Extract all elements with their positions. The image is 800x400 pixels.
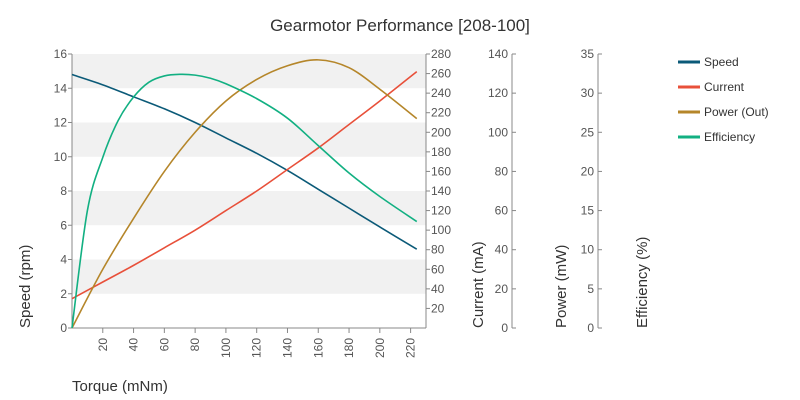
power-tick-label: 80 [495, 164, 509, 178]
efficiency-series-line [71, 73, 418, 329]
current-tick-label: 100 [431, 223, 451, 237]
efficiency-tick-label: 20 [581, 164, 595, 178]
power-tick-label: 60 [495, 204, 509, 218]
current-tick-label: 140 [431, 184, 451, 198]
legend-label-efficiency: Efficiency [704, 130, 755, 144]
legend: Speed Current Power (Out) Efficiency [678, 55, 769, 144]
current-tick-label: 40 [431, 282, 445, 296]
x-tick-label: 60 [157, 338, 171, 352]
current-tick-label: 60 [431, 262, 445, 276]
grid-band [72, 54, 426, 89]
x-tick-label: 80 [188, 338, 202, 352]
current-tick-label: 180 [431, 145, 451, 159]
current-tick-label: 120 [431, 204, 451, 218]
chart-title: Gearmotor Performance [208-100] [270, 16, 530, 35]
power-tick-label: 40 [495, 243, 509, 257]
grid-band [72, 122, 426, 157]
power-axis-title: Power (mW) [553, 245, 570, 328]
x-tick-label: 200 [373, 338, 387, 358]
legend-label-power-out: Power (Out) [704, 105, 769, 119]
x-tick-label: 120 [250, 338, 264, 358]
speed-tick-label: 12 [54, 116, 68, 130]
current-tick-label: 240 [431, 86, 451, 100]
x-tick-label: 100 [219, 338, 233, 358]
x-tick-label: 140 [280, 338, 294, 358]
speed-tick-label: 0 [60, 321, 67, 335]
current-axis-title: Current (mA) [470, 241, 487, 328]
legend-label-speed: Speed [704, 55, 739, 69]
efficiency-tick-label: 30 [581, 86, 595, 100]
efficiency-tick-label: 5 [587, 282, 594, 296]
current-tick-label: 260 [431, 67, 451, 81]
legend-label-current: Current [704, 80, 745, 94]
efficiency-tick-label: 15 [581, 204, 595, 218]
current-tick-label: 80 [431, 243, 445, 257]
grid-bands [72, 54, 426, 294]
x-tick-label: 20 [96, 338, 110, 352]
current-tick-label: 20 [431, 301, 445, 315]
efficiency-tick-label: 35 [581, 47, 595, 61]
power-tick-label: 20 [495, 282, 509, 296]
speed-tick-label: 4 [60, 253, 67, 267]
grid-band [72, 259, 426, 294]
current-tick-label: 280 [431, 47, 451, 61]
current-series-line [71, 70, 418, 300]
speed-tick-label: 2 [60, 287, 67, 301]
power-tick-label: 100 [488, 125, 508, 139]
power-tick-label: 120 [488, 86, 508, 100]
speed-tick-label: 10 [54, 150, 68, 164]
power-tick-label: 0 [501, 321, 508, 335]
power-tick-label: 140 [488, 47, 508, 61]
speed-series-line [71, 73, 418, 250]
efficiency-axis-title: Efficiency (%) [634, 237, 651, 328]
series-layer [71, 59, 418, 329]
speed-tick-label: 14 [54, 81, 68, 95]
current-tick-label: 220 [431, 106, 451, 120]
x-tick-label: 40 [127, 338, 141, 352]
x-tick-label: 220 [404, 338, 418, 358]
speed-tick-label: 6 [60, 218, 67, 232]
speed-tick-label: 8 [60, 184, 67, 198]
x-axis-title: Torque (mNm) [72, 378, 168, 395]
speed-axis-title: Speed (rpm) [17, 245, 34, 328]
efficiency-tick-label: 0 [587, 321, 594, 335]
efficiency-tick-label: 25 [581, 125, 595, 139]
speed-tick-label: 16 [54, 47, 68, 61]
current-tick-label: 200 [431, 125, 451, 139]
x-tick-label: 180 [342, 338, 356, 358]
axes: 20 40 60 80 100 120 140 160 180 200 22002468101214… [17, 47, 651, 358]
efficiency-tick-label: 10 [581, 243, 595, 257]
x-tick-label: 160 [311, 338, 325, 358]
current-tick-label: 160 [431, 164, 451, 178]
